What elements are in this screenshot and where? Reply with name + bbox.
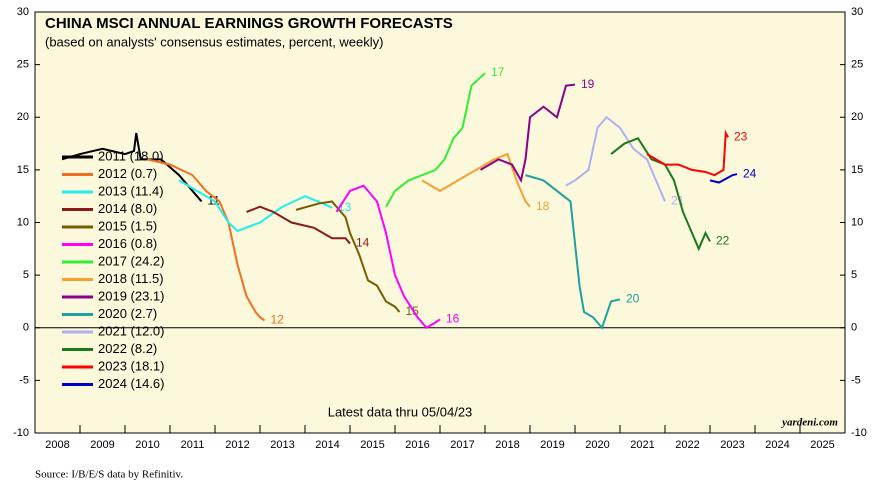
x-tick-label: 2010 <box>135 439 159 451</box>
legend-label: 2022 (8.2) <box>98 341 157 356</box>
y-tick-label-right: 20 <box>851 111 863 123</box>
x-tick-label: 2020 <box>585 439 609 451</box>
y-tick-label: 15 <box>17 164 29 176</box>
x-tick-label: 2022 <box>675 439 699 451</box>
end-label: 12 <box>271 313 285 327</box>
x-tick-label: 2009 <box>90 439 114 451</box>
x-tick-label: 2011 <box>181 439 205 451</box>
series-line <box>246 205 351 245</box>
legend-label: 2011 (18.0) <box>98 148 164 163</box>
legend-label: 2012 (0.7) <box>98 166 157 181</box>
x-tick-label: 2015 <box>360 439 384 451</box>
y-tick-label-right: 5 <box>851 269 857 281</box>
x-tick-label: 2013 <box>270 439 294 451</box>
legend-label: 2016 (0.8) <box>98 236 157 251</box>
series-line <box>479 83 576 184</box>
series-line <box>525 174 621 330</box>
x-tick-label: 2018 <box>495 439 519 451</box>
series-line <box>565 115 666 202</box>
x-tick-label: 2025 <box>810 439 834 451</box>
series-line <box>610 137 711 252</box>
y-tick-label-right: 0 <box>851 322 857 334</box>
end-label: 14 <box>356 236 370 250</box>
legend-label: 2019 (23.1) <box>98 288 165 303</box>
legend-label: 2024 (14.6) <box>98 376 165 391</box>
end-label: 19 <box>581 77 595 91</box>
y-tick-label: -10 <box>13 427 29 439</box>
legend-label: 2021 (12.0) <box>98 323 165 338</box>
y-tick-label-right: 30 <box>851 6 863 18</box>
y-tick-label: 30 <box>17 6 29 18</box>
x-tick-label: 2012 <box>225 439 249 451</box>
x-tick-label: 2023 <box>720 439 744 451</box>
legend-label: 2013 (11.4) <box>98 183 164 198</box>
annotation: Latest data thru 05/04/23 <box>328 404 473 419</box>
end-label: 23 <box>734 129 748 143</box>
y-tick-label: 0 <box>23 322 29 334</box>
y-tick-label-right: 10 <box>851 216 863 228</box>
x-tick-label: 2019 <box>540 439 564 451</box>
y-tick-label: 25 <box>17 59 29 71</box>
chart-title: CHINA MSCI ANNUAL EARNINGS GROWTH FORECA… <box>45 15 453 32</box>
watermark: yardeni.com <box>780 417 838 429</box>
x-tick-label: 2016 <box>405 439 429 451</box>
legend-label: 2014 (8.0) <box>98 201 157 216</box>
x-tick-label: 2008 <box>45 439 69 451</box>
y-tick-label-right: -10 <box>851 427 867 439</box>
y-tick-label: 20 <box>17 111 29 123</box>
end-label: 20 <box>626 292 640 306</box>
series-line <box>385 72 486 208</box>
y-tick-label: 10 <box>17 216 29 228</box>
end-label: 17 <box>491 65 505 79</box>
y-tick-label-right: 15 <box>851 164 863 176</box>
end-label: 24 <box>743 166 757 180</box>
end-label: 16 <box>446 312 460 326</box>
y-tick-label: 5 <box>23 269 29 281</box>
legend-label: 2020 (2.7) <box>98 306 157 321</box>
legend-label: 2015 (1.5) <box>98 218 157 233</box>
plot-area <box>34 11 846 434</box>
source: Source: I/B/E/S data by Refinitiv. <box>35 469 183 481</box>
legend-label: 2017 (24.2) <box>98 253 165 268</box>
series-line <box>335 184 441 330</box>
legend-label: 2023 (18.1) <box>98 358 165 373</box>
series-line <box>178 179 333 233</box>
end-label: 18 <box>536 199 550 213</box>
y-tick-label-right: -5 <box>851 374 861 386</box>
series-line <box>295 200 401 313</box>
x-tick-label: 2017 <box>450 439 474 451</box>
series-line <box>646 129 729 177</box>
end-label: 22 <box>716 234 730 248</box>
legend-label: 2018 (11.5) <box>98 271 164 286</box>
series-line <box>421 152 531 208</box>
y-tick-label: -5 <box>19 374 29 386</box>
series-line <box>61 132 203 203</box>
chart-subtitle: (based on analysts' consensus estimates,… <box>45 34 383 49</box>
x-tick-label: 2021 <box>630 439 654 451</box>
x-tick-label: 2024 <box>765 439 789 451</box>
y-tick-label-right: 25 <box>851 59 863 71</box>
x-tick-label: 2014 <box>315 439 339 451</box>
series-line <box>709 173 738 184</box>
